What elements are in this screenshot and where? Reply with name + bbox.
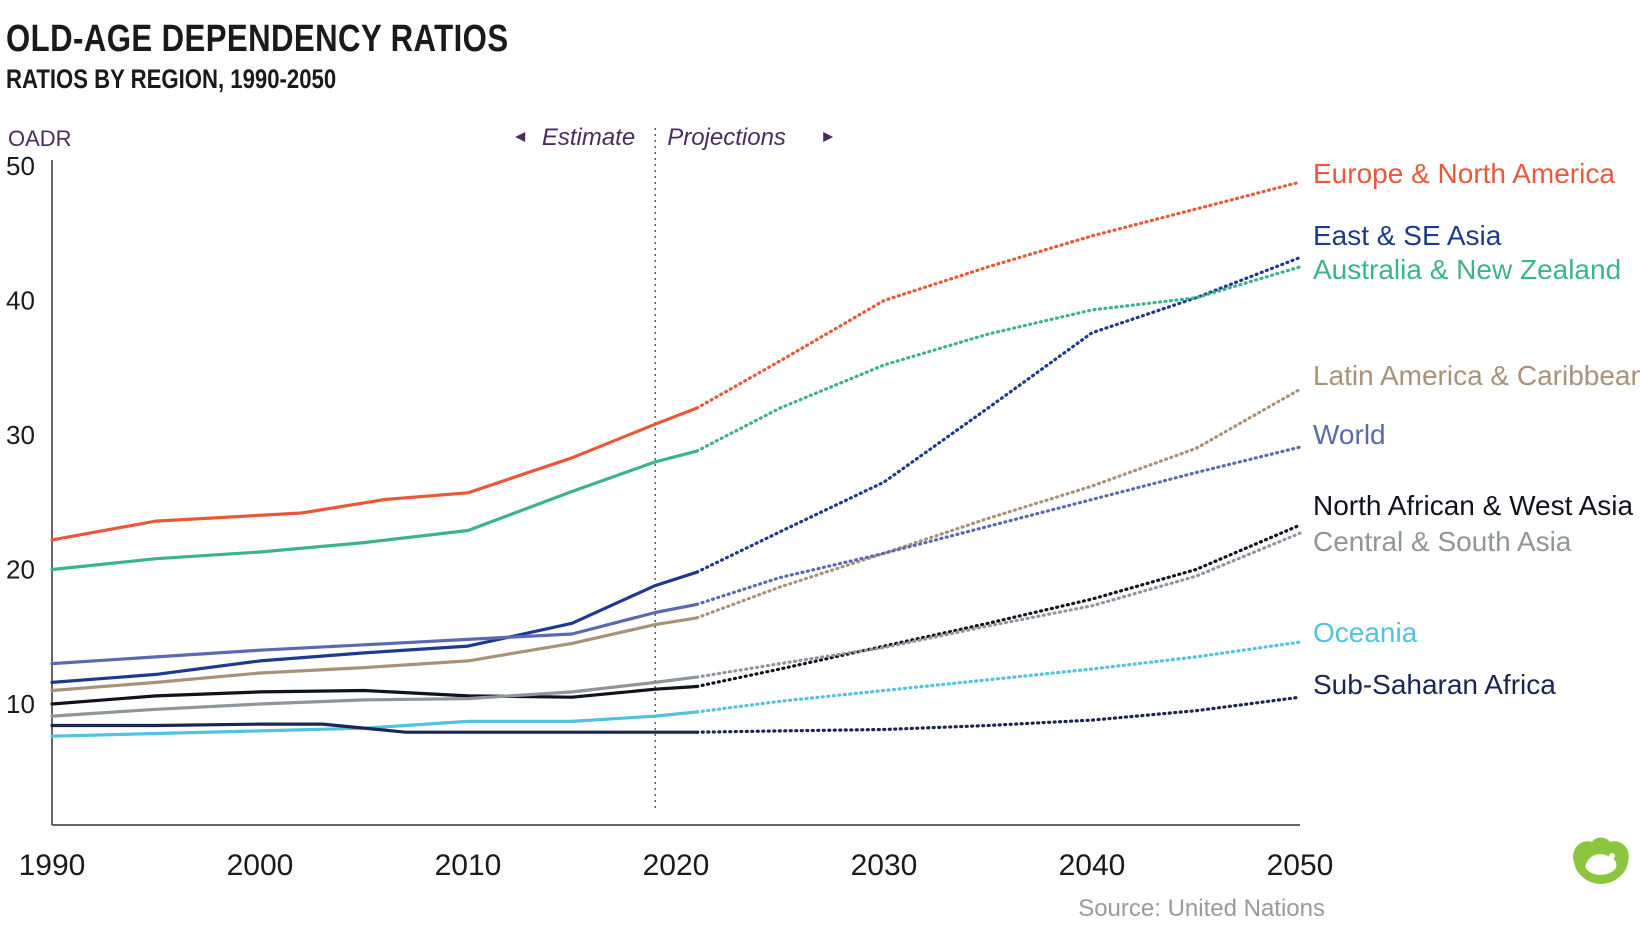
series-label-latin-america-and-caribbean: Latin America & Caribbean bbox=[1313, 360, 1640, 391]
page-subtitle: RATIOS BY REGION, 1990-2050 bbox=[6, 64, 337, 94]
series-line-estimate-latin-america-and-caribbean bbox=[50, 616, 699, 693]
y-tick-label: 10 bbox=[6, 689, 35, 719]
series-line-estimate-east-and-se-asia bbox=[50, 570, 699, 684]
y-tick-label: 50 bbox=[6, 151, 35, 181]
visual-capitalist-logo-icon bbox=[1573, 837, 1629, 884]
series-line-estimate-australia-and-new-zealand bbox=[50, 449, 699, 572]
series-label-east-and-se-asia: East & SE Asia bbox=[1313, 220, 1502, 251]
y-tick-label: 20 bbox=[6, 554, 35, 584]
x-tick-label: 2030 bbox=[851, 849, 918, 882]
series-line-projection-world bbox=[695, 445, 1302, 606]
series-line-estimate-sub-saharan-africa bbox=[50, 722, 699, 734]
y-tick-label: 30 bbox=[6, 420, 35, 450]
series-line-projection-north-african-and-west-asia bbox=[695, 523, 1302, 689]
series-label-europe-and-north-america: Europe & North America bbox=[1313, 158, 1615, 189]
series-label-north-african-and-west-asia: North African & West Asia bbox=[1313, 490, 1633, 521]
series-label-world: World bbox=[1313, 419, 1386, 450]
x-tick-label: 2010 bbox=[435, 849, 502, 882]
series-lines bbox=[50, 180, 1302, 738]
series-line-estimate-central-and-south-asia bbox=[50, 675, 699, 718]
x-tick-label: 1990 bbox=[19, 849, 86, 882]
y-axis-label: OADR bbox=[8, 126, 72, 151]
series-line-projection-latin-america-and-caribbean bbox=[695, 387, 1302, 620]
series-line-projection-central-and-south-asia bbox=[695, 531, 1302, 679]
series-label-sub-saharan-africa: Sub-Saharan Africa bbox=[1313, 669, 1556, 700]
estimate-label: Estimate bbox=[542, 124, 635, 151]
estimate-projection-divider: Estimate Projections bbox=[515, 124, 834, 808]
series-line-estimate-world bbox=[50, 602, 699, 666]
series-label-central-and-south-asia: Central & South Asia bbox=[1313, 526, 1572, 557]
series-line-estimate-europe-and-north-america bbox=[50, 406, 699, 542]
series-line-estimate-north-african-and-west-asia bbox=[50, 684, 699, 706]
x-tick-label: 2040 bbox=[1059, 849, 1126, 882]
series-line-projection-australia-and-new-zealand bbox=[695, 265, 1302, 453]
series-line-projection-oceania bbox=[695, 640, 1302, 714]
source-text: Source: United Nations bbox=[1078, 895, 1325, 922]
arrow-right-icon bbox=[823, 132, 834, 142]
series-labels: Europe & North America East & SE AsiaAust… bbox=[1313, 158, 1640, 700]
page-title: OLD-AGE DEPENDENCY RATIOS bbox=[6, 18, 509, 60]
series-line-projection-east-and-se-asia bbox=[695, 255, 1302, 574]
series-label-oceania: Oceania bbox=[1313, 617, 1418, 648]
series-line-projection-europe-and-north-america bbox=[695, 180, 1302, 410]
arrow-left-icon bbox=[515, 132, 526, 142]
x-tick-label: 2020 bbox=[643, 849, 710, 882]
x-tick-label: 2050 bbox=[1267, 849, 1334, 882]
x-tick-label: 2000 bbox=[227, 849, 294, 882]
series-line-estimate-oceania bbox=[50, 710, 699, 738]
series-label-australia-and-new-zealand: Australia & New Zealand bbox=[1313, 254, 1621, 285]
y-tick-label: 40 bbox=[6, 285, 35, 315]
projections-label: Projections bbox=[667, 124, 786, 151]
series-line-projection-sub-saharan-africa bbox=[695, 695, 1302, 734]
